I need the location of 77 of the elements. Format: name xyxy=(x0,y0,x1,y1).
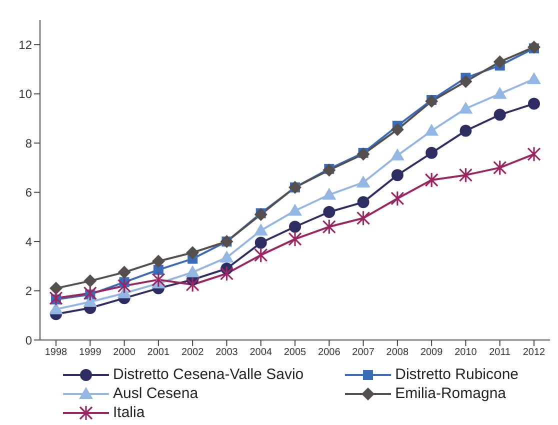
point xyxy=(528,40,540,54)
point xyxy=(152,254,165,268)
point xyxy=(118,266,131,279)
x-tick-label: 2008 xyxy=(386,347,409,358)
x-tick-label: 1999 xyxy=(79,347,102,358)
point xyxy=(356,148,370,161)
legend-label: Italia xyxy=(113,404,145,421)
point xyxy=(322,188,336,200)
x-tick-label: 2009 xyxy=(420,347,444,358)
point xyxy=(289,220,301,233)
point xyxy=(83,294,98,307)
point xyxy=(494,108,506,121)
point xyxy=(186,265,200,278)
y-tick-label: 2 xyxy=(25,284,32,298)
point xyxy=(390,123,404,136)
legend-label: Distretto Cesena-Valle Savio xyxy=(113,366,304,383)
x-tick-label: 2010 xyxy=(454,347,478,358)
point xyxy=(322,164,336,177)
y-tick-label: 10 xyxy=(18,87,32,102)
point xyxy=(424,124,439,136)
point xyxy=(220,266,234,282)
y-tick-label: 4 xyxy=(25,234,32,249)
point xyxy=(459,75,472,88)
x-tick-label: 2003 xyxy=(216,347,238,358)
point xyxy=(460,124,472,137)
legend-label: Ausl Cesena xyxy=(113,385,198,402)
point xyxy=(220,250,234,263)
point xyxy=(288,204,302,216)
x-tick-label: 2011 xyxy=(489,347,512,358)
point xyxy=(356,210,370,226)
point xyxy=(254,223,268,236)
point xyxy=(357,196,370,208)
point xyxy=(424,172,438,188)
point xyxy=(356,175,370,188)
point xyxy=(391,169,404,182)
point xyxy=(186,246,200,260)
point xyxy=(152,272,166,288)
x-tick-label: 2002 xyxy=(181,347,204,358)
point xyxy=(492,86,507,99)
x-tick-label: 2006 xyxy=(318,347,341,358)
point xyxy=(49,302,63,314)
point xyxy=(527,72,541,84)
point xyxy=(254,208,268,221)
point xyxy=(323,206,336,218)
y-tick-label: 0 xyxy=(25,333,32,348)
y-tick-label: 6 xyxy=(25,186,32,200)
point xyxy=(390,148,404,160)
point xyxy=(390,190,404,206)
x-tick-label: 1998 xyxy=(44,347,68,358)
point xyxy=(493,160,507,176)
point xyxy=(186,276,200,292)
x-tick-label: 2007 xyxy=(352,347,375,358)
point xyxy=(117,278,132,294)
point xyxy=(84,274,97,288)
point xyxy=(527,146,541,162)
x-tick-label: 2001 xyxy=(147,347,170,358)
point xyxy=(425,94,438,108)
legend-label: Emilia-Romagna xyxy=(395,385,506,402)
point xyxy=(254,247,268,263)
point xyxy=(50,282,62,295)
point xyxy=(426,146,438,159)
legend-label: Distretto Rubicone xyxy=(395,366,519,383)
y-tick-label: 8 xyxy=(25,136,32,150)
point xyxy=(288,231,302,247)
x-tick-label: 2000 xyxy=(113,347,136,358)
point xyxy=(458,167,473,183)
point xyxy=(528,98,540,110)
x-tick-label: 2004 xyxy=(250,347,272,358)
x-tick-label: 2005 xyxy=(284,347,307,358)
y-tick-label: 12 xyxy=(18,38,32,52)
point xyxy=(322,218,336,235)
point xyxy=(254,236,267,249)
point xyxy=(49,290,63,306)
point xyxy=(83,285,97,302)
x-tick-label: 2012 xyxy=(522,347,546,358)
point xyxy=(458,102,473,114)
point xyxy=(493,55,506,68)
